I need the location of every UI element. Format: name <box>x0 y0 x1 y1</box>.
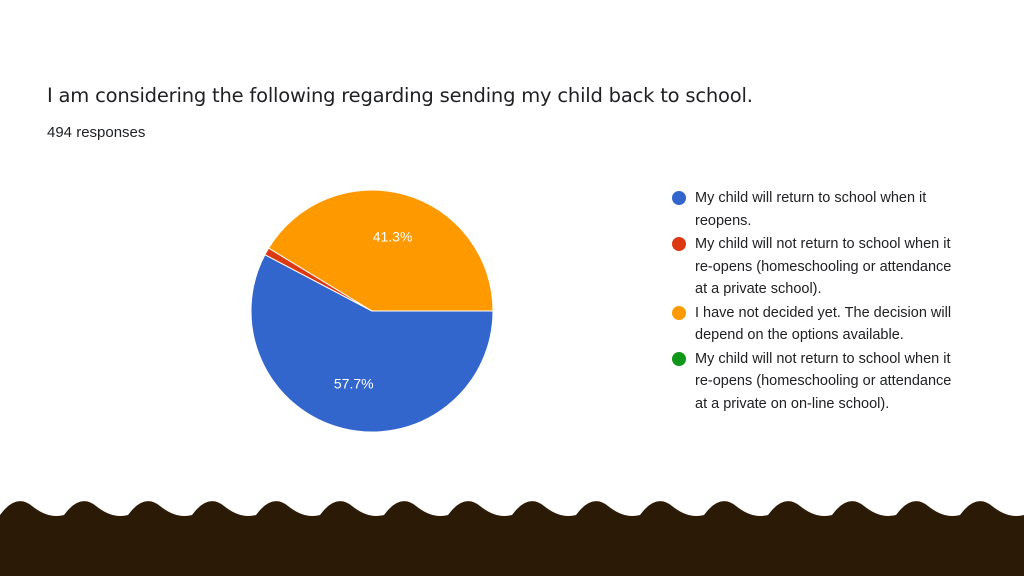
wave-shape <box>0 501 1024 576</box>
legend-label-line: I have not decided yet. The decision wil… <box>695 304 952 321</box>
legend-item-1: My child will not return to school when … <box>672 234 1002 301</box>
chart-legend: My child will return to school when it re… <box>672 188 1002 417</box>
legend-label: My child will not return to school when … <box>695 233 951 301</box>
legend-swatch-icon <box>672 305 686 320</box>
legend-item-3: My child will not return to school when … <box>672 349 1002 416</box>
legend-label-line: My child will not return to school when … <box>695 236 951 252</box>
question-title: I am considering the following regarding… <box>47 84 753 107</box>
legend-label-line: at a private school). <box>695 281 822 297</box>
legend-label-line: My child will not return to school when … <box>695 350 951 367</box>
response-count: 494 responses <box>47 124 146 141</box>
legend-label: My child will return to school when it re… <box>695 187 926 232</box>
pie-data-label-2: 41.3% <box>373 228 413 244</box>
wavy-footer-decoration <box>0 501 1024 576</box>
legend-swatch-icon <box>672 191 686 205</box>
legend-label-line: depend on the options available. <box>695 327 904 343</box>
legend-label: My child will not return to school when … <box>695 348 951 416</box>
legend-item-0: My child will return to school when it re… <box>672 188 1002 232</box>
pie-slice-0 <box>250 254 494 433</box>
legend-label-line: re-opens (homeschooling or attendance <box>695 258 952 275</box>
legend-swatch-icon <box>672 351 686 366</box>
pie-data-label-0: 57.7% <box>334 376 374 392</box>
legend-swatch-icon <box>672 237 686 251</box>
legend-label-line: at a private on on-line school). <box>695 395 890 412</box>
legend-label: I have not decided yet. The decision wil… <box>695 302 951 347</box>
legend-label-line: reopens. <box>695 212 752 229</box>
pie-slice-2 <box>267 189 494 312</box>
legend-label-line: My child will return to school when it <box>695 190 927 206</box>
legend-label-line: re-opens (homeschooling or attendance <box>695 373 952 389</box>
legend-item-2: I have not decided yet. The decision wil… <box>672 303 1002 347</box>
pie-chart: 57.7% 41.3% <box>250 189 494 433</box>
